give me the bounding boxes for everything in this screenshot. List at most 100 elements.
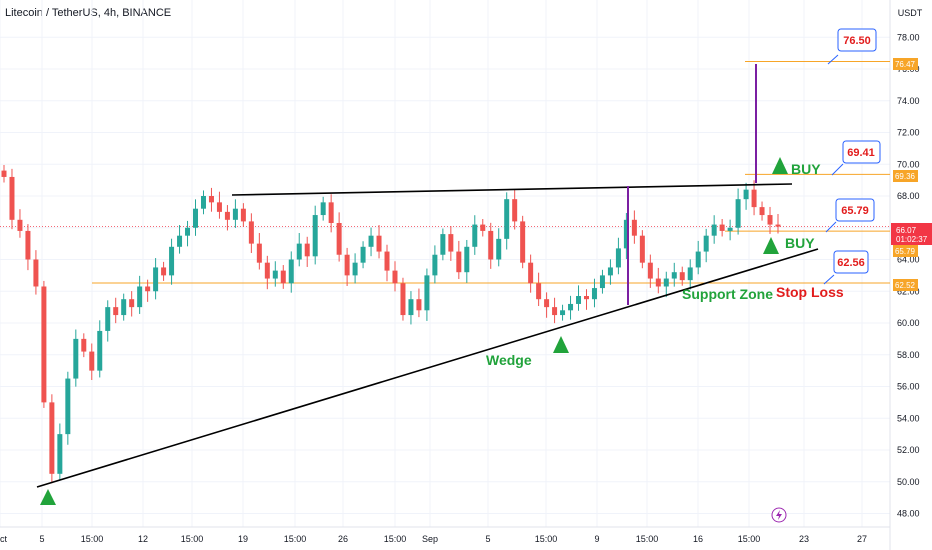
y-tick-label: 56.00	[897, 382, 920, 392]
candle	[304, 236, 310, 267]
candle	[193, 199, 199, 236]
svg-text:65.79: 65.79	[895, 247, 916, 256]
candle	[296, 232, 302, 267]
candle	[464, 239, 470, 283]
y-tick-label: 58.00	[897, 350, 920, 360]
candle	[639, 230, 645, 269]
candle	[576, 285, 582, 311]
buy-arrow-icon	[763, 237, 779, 254]
candle	[25, 224, 31, 271]
candle	[344, 247, 350, 287]
x-tick-label: 12	[138, 534, 148, 544]
svg-text:66.07: 66.07	[896, 226, 917, 235]
candle	[472, 215, 478, 255]
x-tick-label: 9	[594, 534, 599, 544]
svg-text:01:02:37: 01:02:37	[896, 235, 928, 244]
candle	[735, 188, 741, 235]
buy-arrow-icon	[772, 157, 788, 174]
candle	[360, 241, 366, 269]
candle	[376, 225, 382, 259]
callout-69-41[interactable]: 69.41	[831, 140, 881, 176]
y-tick-label: 62.00	[897, 286, 920, 296]
candle	[41, 280, 47, 408]
price-tag-69-36: 69.36	[893, 170, 918, 182]
candle	[9, 168, 15, 230]
y-tick-label: 70.00	[897, 159, 920, 169]
candle	[647, 254, 653, 288]
candle	[224, 205, 230, 231]
wedge-label: Wedge	[486, 352, 532, 368]
candle	[416, 288, 422, 318]
wedge-bottom-line[interactable]	[36, 248, 819, 488]
svg-text:62.56: 62.56	[837, 257, 865, 269]
candle	[775, 213, 781, 234]
candle	[208, 187, 214, 212]
x-tick-label: 19	[238, 534, 248, 544]
buy-label-upper: BUY	[791, 161, 821, 177]
candle	[169, 238, 175, 285]
candle	[89, 343, 95, 380]
candle	[663, 271, 669, 298]
candle	[631, 210, 637, 244]
candle	[400, 277, 406, 321]
price-axis[interactable]: 48.00 50.00 52.00 54.00 56.00 58.00 60.00 62.00…	[897, 32, 920, 518]
candle	[719, 219, 725, 237]
callout-76-50[interactable]: 76.50	[827, 28, 877, 65]
candle	[743, 182, 749, 210]
candle	[623, 212, 629, 260]
candle	[33, 250, 39, 295]
candle	[288, 251, 294, 293]
candle	[520, 215, 526, 269]
svg-text:76.50: 76.50	[843, 35, 871, 47]
x-tick-label: 15:00	[81, 534, 104, 544]
candle	[703, 228, 709, 263]
chart-title: Litecoin / TetherUS, 4h, BINANCE	[5, 7, 172, 19]
candle	[137, 275, 143, 314]
candle	[49, 394, 55, 484]
buy-arrow-icon	[553, 336, 569, 353]
x-tick-label: 27	[857, 534, 867, 544]
candle	[240, 203, 246, 227]
candle	[272, 261, 278, 287]
currency-label: USDT	[898, 8, 923, 18]
svg-text:65.79: 65.79	[841, 205, 869, 217]
time-axis[interactable]: 5 15:00 12 15:00 19 15:00 26 15:00 Sep 5 15:00 9 15:…	[0, 534, 867, 544]
candle	[560, 304, 566, 321]
candle	[57, 423, 63, 481]
x-tick-label: 15:00	[738, 534, 761, 544]
candle	[200, 190, 206, 215]
callout-65-79[interactable]: 65.79	[825, 198, 875, 233]
candle	[544, 292, 550, 318]
candle	[456, 240, 462, 280]
callout-62-56[interactable]: 62.56	[823, 250, 869, 285]
candle	[129, 291, 135, 317]
candle	[424, 268, 430, 321]
candle	[145, 279, 151, 302]
candle	[408, 291, 414, 325]
x-tick-label: 15:00	[384, 534, 407, 544]
y-tick-label: 50.00	[897, 477, 920, 487]
candle	[1, 165, 7, 183]
candle	[528, 254, 534, 293]
candle	[248, 213, 254, 253]
candle	[695, 240, 701, 275]
candle	[759, 201, 765, 221]
stop-loss-label: Stop Loss	[776, 284, 844, 300]
candles	[1, 165, 781, 484]
candle	[512, 189, 518, 230]
candle	[264, 255, 270, 290]
candle	[679, 266, 685, 286]
y-tick-label: 72.00	[897, 128, 920, 138]
x-tick-label: 5	[485, 534, 490, 544]
wedge-top-line[interactable]	[231, 183, 793, 196]
candle	[17, 209, 23, 238]
candle	[368, 227, 374, 257]
candle	[591, 278, 597, 308]
candle	[352, 253, 358, 284]
candle	[113, 297, 119, 324]
lightning-icon[interactable]	[771, 507, 787, 523]
y-tick-label: 48.00	[897, 509, 920, 519]
candle	[767, 206, 773, 234]
candle	[392, 261, 398, 292]
